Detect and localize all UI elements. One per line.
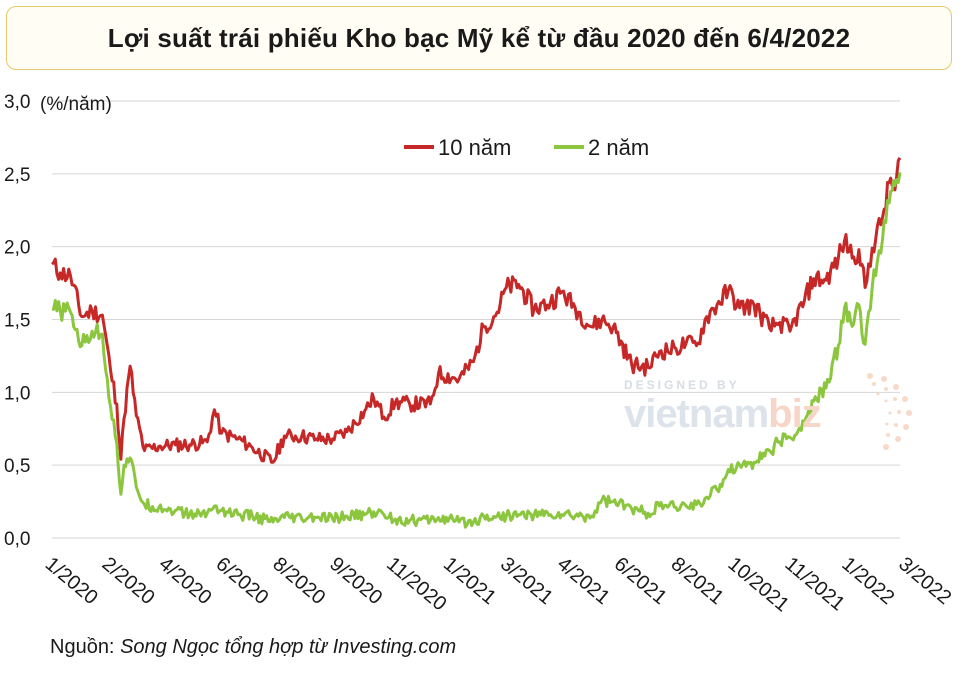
x-tick-label: 3/2022 bbox=[894, 553, 955, 609]
chart-title: Lợi suất trái phiếu Kho bạc Mỹ kể từ đầu… bbox=[107, 22, 851, 53]
gridlines bbox=[52, 100, 900, 539]
x-tick-label: 1/2020 bbox=[41, 553, 102, 609]
y-axis-ticks: 0,0 0,5 1,0 1,5 2,0 2,5 3,0 bbox=[4, 92, 30, 550]
source-text: Song Ngọc tổng hợp từ Investing.com bbox=[120, 636, 457, 658]
x-tick-label: 11/2020 bbox=[382, 553, 450, 615]
source-label: Nguồn: bbox=[50, 636, 115, 658]
legend-label: 10 năm bbox=[438, 135, 511, 160]
x-tick-label: 3/2021 bbox=[496, 553, 557, 609]
x-tick-label: 6/2021 bbox=[610, 553, 671, 609]
y-tick-label: 0,5 bbox=[4, 456, 30, 477]
series-line-ten-year bbox=[51, 156, 902, 464]
x-tick-label: 4/2020 bbox=[155, 553, 216, 609]
y-tick-label: 2,5 bbox=[4, 165, 30, 186]
series-line-two-year bbox=[52, 172, 902, 529]
source-note: Nguồn: Song Ngọc tổng hợp từ Investing.c… bbox=[50, 636, 456, 659]
x-tick-label: 8/2020 bbox=[268, 553, 329, 609]
x-tick-label: 4/2021 bbox=[553, 553, 614, 609]
x-tick-label: 2/2020 bbox=[98, 553, 159, 609]
y-tick-label: 1,5 bbox=[4, 311, 30, 332]
legend: 10 năm 2 năm bbox=[404, 135, 649, 160]
x-tick-label: 9/2020 bbox=[325, 553, 386, 609]
y-tick-label: 2,0 bbox=[4, 238, 30, 259]
x-tick-label: 6/2020 bbox=[211, 553, 272, 609]
x-axis-ticks: 1/20202/20204/20206/20208/20209/202011/2… bbox=[41, 553, 956, 616]
y-unit-label: (%/năm) bbox=[40, 94, 112, 115]
y-tick-label: 1,0 bbox=[4, 383, 30, 404]
x-tick-label: 8/2021 bbox=[667, 553, 728, 609]
legend-label: 2 năm bbox=[588, 135, 649, 160]
y-tick-label: 0,0 bbox=[4, 529, 30, 550]
x-tick-label: 11/2021 bbox=[780, 553, 848, 615]
x-tick-label: 10/2021 bbox=[724, 553, 794, 616]
chart-title-box: Lợi suất trái phiếu Kho bạc Mỹ kể từ đầu… bbox=[6, 6, 952, 70]
y-tick-label: 3,0 bbox=[4, 92, 30, 113]
series-lines bbox=[51, 156, 902, 529]
